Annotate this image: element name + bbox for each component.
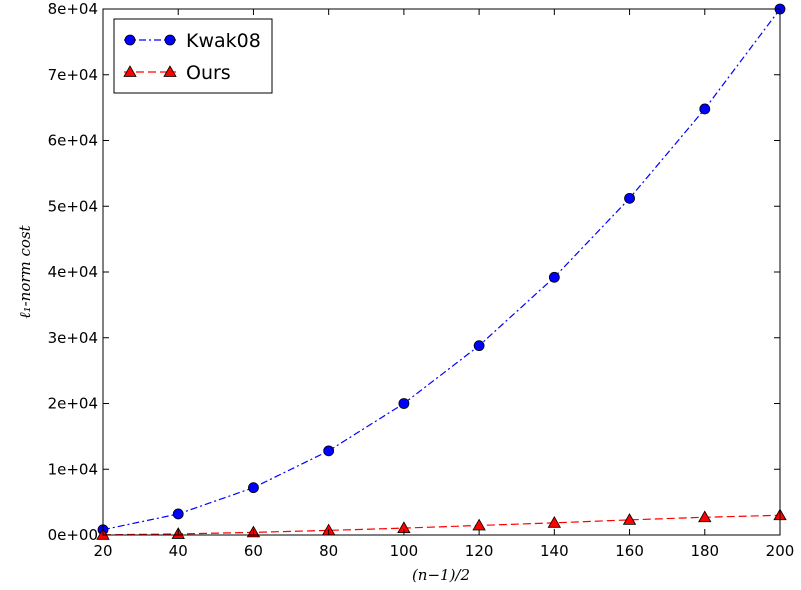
legend-marker (164, 34, 176, 46)
legend-marker (163, 65, 177, 77)
y-tick-label: 1e+04 (48, 460, 98, 478)
data-point-kwak08 (323, 445, 335, 457)
data-point-kwak08 (172, 508, 184, 520)
data-point-kwak08 (548, 271, 560, 283)
legend: Kwak08 Ours (113, 18, 273, 94)
legend-swatch-kwak08-marker (124, 34, 136, 46)
y-tick-label: 3e+04 (48, 329, 98, 347)
x-tick-label: 60 (244, 542, 263, 560)
axis-ticks (102, 8, 781, 536)
x-tick-label: 120 (465, 542, 494, 560)
data-point-kwak08 (699, 103, 711, 115)
y-tick-label: 8e+04 (48, 0, 98, 18)
legend-marker (123, 65, 137, 77)
data-point-kwak08 (473, 340, 485, 352)
data-point-kwak08 (398, 398, 410, 409)
data-point-ours (547, 516, 562, 528)
y-tick-label: 6e+04 (48, 132, 98, 150)
series-line-ours (102, 514, 781, 536)
legend-label-ours: Ours (186, 62, 231, 84)
x-tick-label: 140 (540, 542, 569, 560)
x-tick-label: 80 (319, 542, 338, 560)
x-tick-label: 160 (615, 542, 644, 560)
x-tick-label: 20 (93, 542, 112, 560)
x-tick-label: 100 (390, 542, 419, 560)
x-tick-labels: 20 40 60 80 100 120 140 160 180 200 (93, 542, 794, 560)
data-point-kwak08 (248, 482, 259, 494)
series-line-kwak08 (102, 8, 781, 531)
legend-marker (124, 34, 136, 46)
x-axis-label: (n−1)/2 (412, 566, 470, 584)
data-point-kwak08 (624, 192, 635, 204)
series-markers (96, 3, 787, 540)
legend-swatch-ours-marker (163, 65, 177, 77)
x-tick-label: 200 (766, 542, 795, 560)
y-tick-label: 5e+04 (48, 197, 98, 215)
y-tick-label: 2e+04 (48, 395, 98, 413)
series-lines (102, 8, 781, 536)
legend-frame (113, 18, 273, 94)
y-tick-label: 4e+04 (48, 263, 98, 281)
data-point-ours (698, 510, 712, 523)
x-tick-label: 40 (169, 542, 188, 560)
y-tick-label: 7e+04 (48, 66, 98, 84)
legend-label-kwak08: Kwak08 (186, 30, 261, 52)
y-axis-label: ℓ₁-norm cost (16, 224, 34, 318)
legend-swatch-ours-marker (123, 65, 137, 77)
legend-swatch-kwak08-marker (164, 34, 176, 46)
y-tick-label: 0e+00 (48, 526, 98, 544)
x-tick-label: 180 (690, 542, 719, 560)
y-tick-labels: 0e+00 1e+04 2e+04 3e+04 4e+04 5e+04 6e+04 7e+04… (48, 0, 98, 544)
data-point-ours (472, 518, 486, 531)
data-point-ours (622, 513, 637, 525)
